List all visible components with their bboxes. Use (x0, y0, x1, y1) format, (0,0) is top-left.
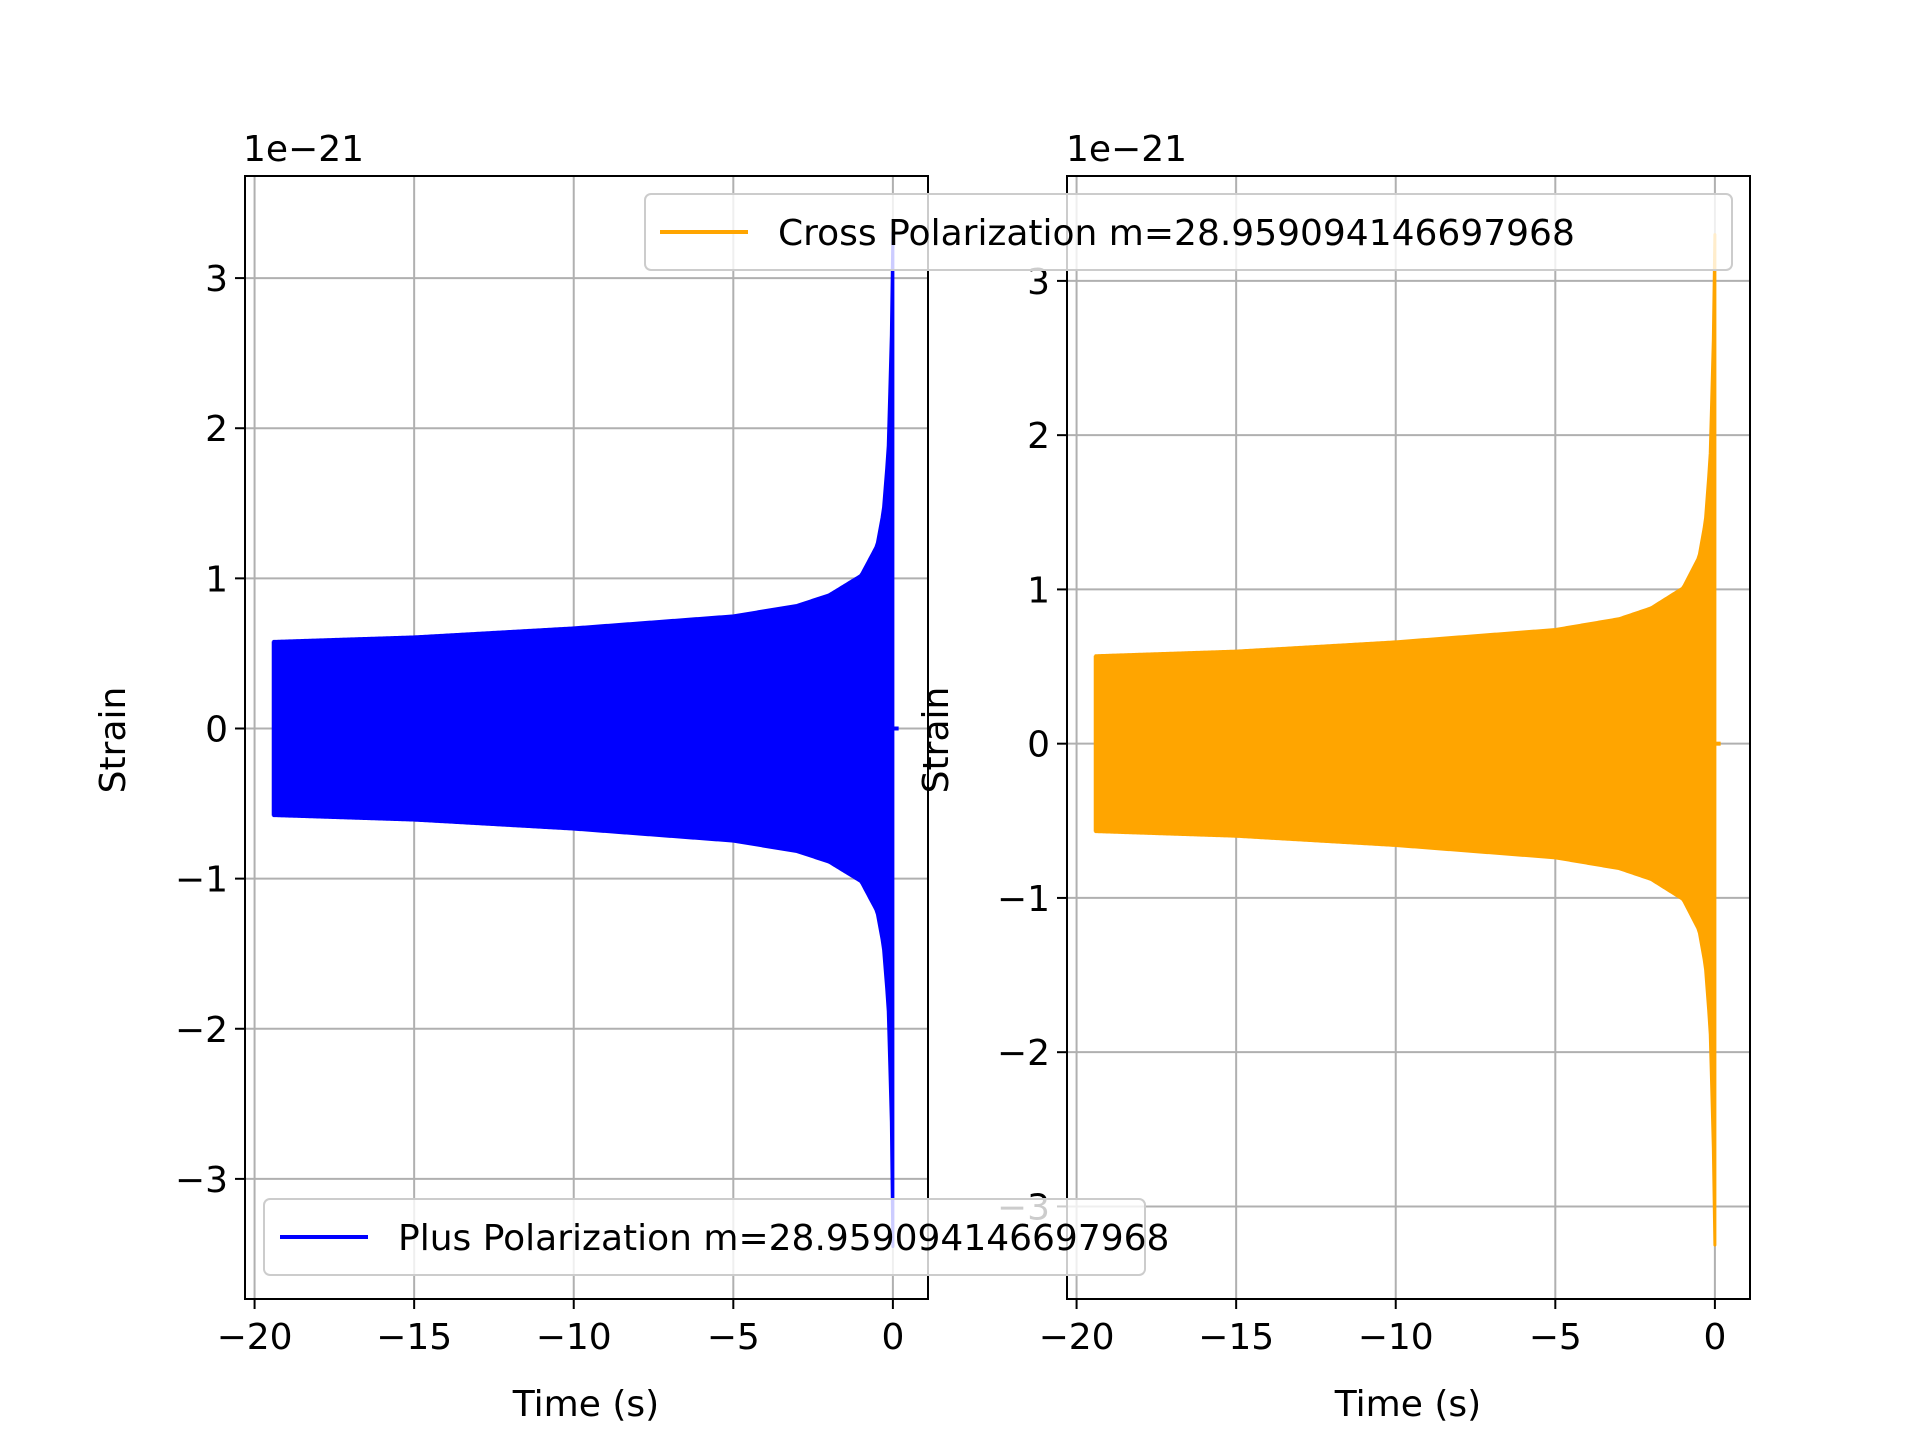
left-axes-frame (244, 175, 929, 1300)
left-y-offset-label: 1e−21 (243, 129, 364, 170)
right-x-axis-label: Time (s) (1334, 1384, 1481, 1425)
y-tick-label: 2 (1027, 416, 1050, 457)
x-tick-label: −5 (707, 1317, 760, 1358)
y-tick-label: 1 (1027, 570, 1050, 611)
x-tick-label: 0 (881, 1317, 904, 1358)
y-tick-label: −1 (997, 879, 1050, 920)
left-y-axis-label: Strain (93, 687, 134, 794)
x-tick-label: 0 (1703, 1317, 1726, 1358)
y-tick-label: −2 (997, 1033, 1050, 1074)
y-tick-label: 1 (205, 559, 228, 600)
left-waveform (271, 231, 899, 1248)
x-tick-label: −5 (1529, 1317, 1582, 1358)
y-tick-label: 3 (1027, 262, 1050, 303)
right-axes-frame (1066, 175, 1751, 1300)
y-tick-label: 0 (1027, 725, 1050, 766)
x-tick-label: −10 (1358, 1317, 1434, 1358)
x-tick-label: −15 (1198, 1317, 1274, 1358)
x-tick-label: −20 (217, 1317, 293, 1358)
y-tick-label: 2 (205, 409, 228, 450)
x-tick-label: −20 (1039, 1317, 1115, 1358)
y-tick-label: −2 (175, 1010, 228, 1051)
right-legend-label: Cross Polarization m=28.959094146697968 (778, 213, 1575, 254)
left-legend: Plus Polarization m=28.959094146697968 (263, 1198, 1169, 1276)
x-tick-label: −10 (536, 1317, 612, 1358)
right-legend: Cross Polarization m=28.959094146697968 (644, 193, 1733, 271)
y-tick-label: −1 (175, 860, 228, 901)
right-y-axis-label: Strain (916, 687, 957, 794)
right-waveform (1093, 233, 1721, 1247)
y-tick-label: 3 (205, 259, 228, 300)
right-legend-box (644, 193, 1733, 271)
left-x-axis-label: Time (s) (512, 1384, 659, 1425)
right-y-offset-label: 1e−21 (1066, 129, 1187, 170)
y-tick-label: −3 (175, 1160, 228, 1201)
x-tick-label: −15 (376, 1317, 452, 1358)
y-tick-label: 0 (205, 709, 228, 750)
left-legend-label: Plus Polarization m=28.959094146697968 (398, 1218, 1169, 1259)
left-legend-box (263, 1198, 1146, 1276)
series-waveform (1094, 233, 1717, 1247)
series-waveform (272, 231, 895, 1248)
